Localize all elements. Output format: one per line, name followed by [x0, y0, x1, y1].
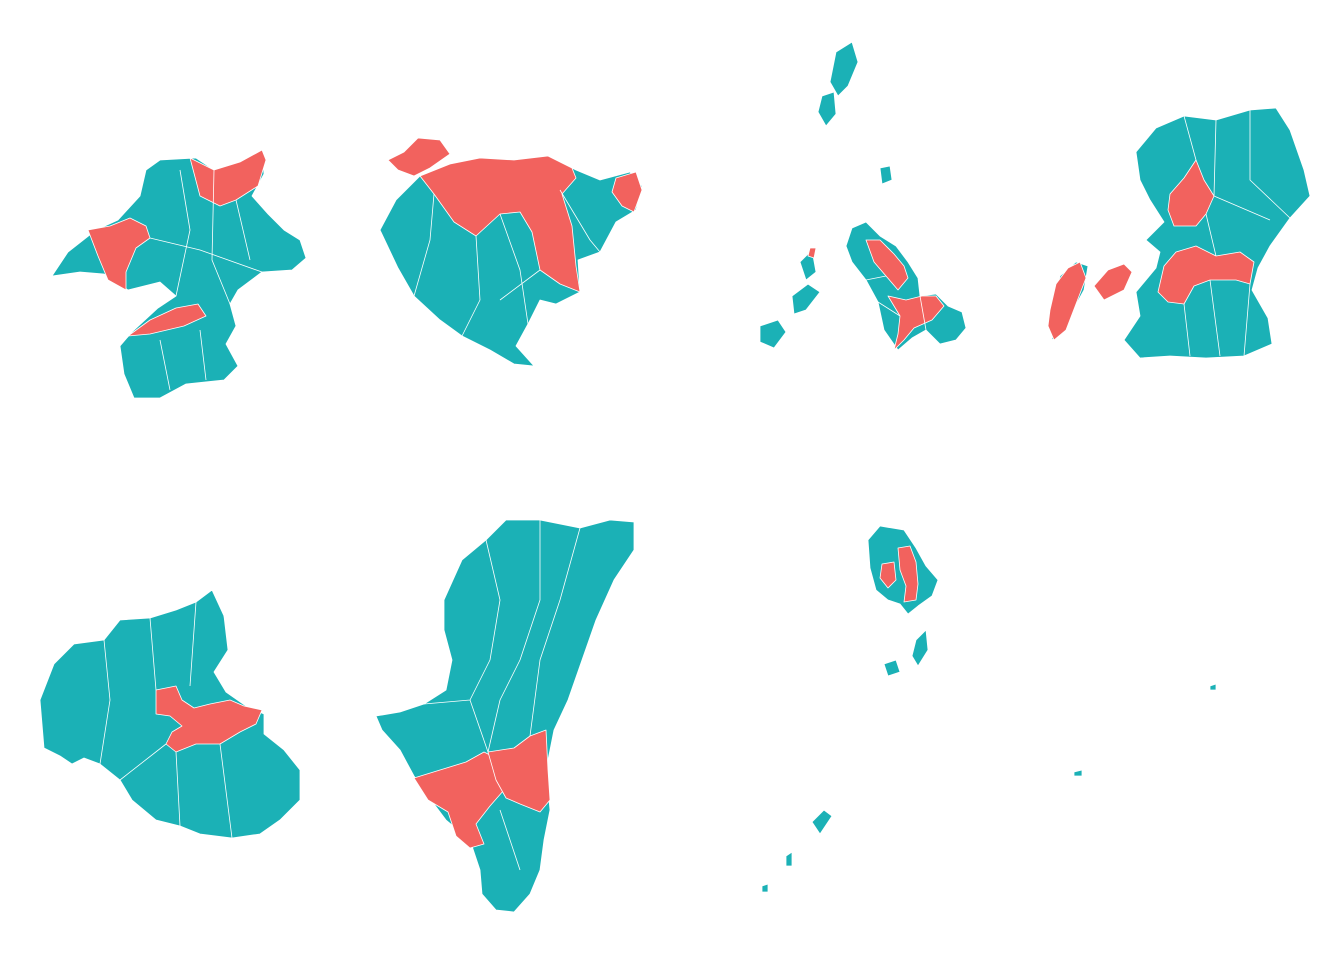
internal-border — [413, 189, 601, 337]
prefecture-map-4 — [1047, 107, 1311, 359]
internal-border — [423, 520, 581, 871]
island-region — [883, 659, 901, 677]
prefecture-map-2 — [379, 137, 643, 367]
internal-border — [865, 275, 927, 331]
island-region — [1209, 683, 1217, 691]
prefecture-map-5 — [39, 589, 301, 839]
municipality-region-highlight — [611, 171, 643, 213]
internal-border — [149, 169, 263, 391]
municipality-region-highlight — [127, 303, 207, 337]
municipality-region-highlight — [487, 729, 551, 813]
municipality-region — [51, 149, 307, 399]
municipality-region-highlight — [413, 751, 505, 849]
island-region — [791, 283, 821, 315]
municipality-region-highlight — [87, 217, 151, 291]
municipality-region-highlight — [807, 247, 817, 259]
municipality-region — [1123, 107, 1311, 359]
prefecture-map-7 — [761, 525, 1217, 893]
island-region — [817, 91, 837, 127]
island-region — [879, 165, 893, 185]
island-region — [811, 809, 833, 835]
island-region — [785, 851, 793, 867]
municipality-region-highlight — [419, 155, 581, 293]
municipality-region-highlight — [155, 685, 263, 753]
municipality-region-highlight — [879, 561, 897, 589]
municipality-region-highlight — [865, 239, 909, 291]
municipality-region-highlight — [1167, 159, 1215, 227]
island-region — [829, 41, 859, 97]
municipality-region — [375, 519, 635, 913]
prefecture-map-6 — [375, 519, 635, 913]
internal-border — [1183, 110, 1291, 357]
island-region — [1073, 769, 1083, 777]
municipality-region-highlight — [897, 545, 919, 603]
island-region — [759, 319, 787, 349]
prefecture-map-1 — [51, 149, 307, 399]
internal-border — [99, 601, 241, 839]
municipality-region-highlight — [887, 295, 945, 351]
municipality-region-highlight — [1093, 263, 1133, 301]
prefecture-map-3 — [759, 41, 967, 351]
island-region — [911, 629, 929, 667]
municipality-region-highlight — [189, 149, 267, 207]
island-region — [761, 883, 769, 893]
municipality-region-highlight — [387, 137, 451, 177]
municipality-region-highlight — [1047, 261, 1087, 341]
municipality-region-highlight — [1157, 245, 1255, 305]
